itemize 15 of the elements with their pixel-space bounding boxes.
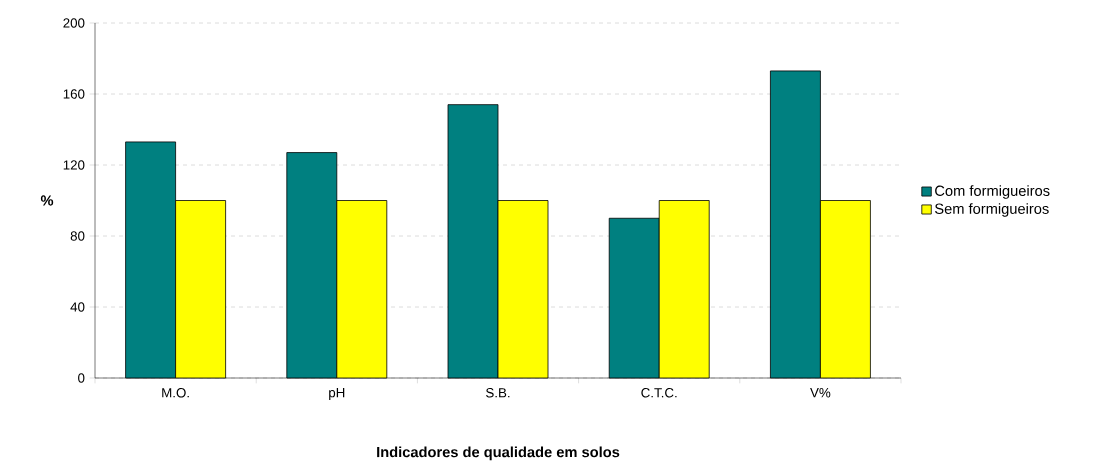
x-tick-label: pH <box>329 388 345 400</box>
x-tick-label: M.O. <box>162 388 189 398</box>
x-tick-label: V% <box>810 388 831 398</box>
y-tick-label: 40 <box>70 302 85 312</box>
y-tick-label: 0 <box>78 373 85 383</box>
x-tick-label: C.T.C. <box>641 388 677 398</box>
y-tick-label: 120 <box>63 160 85 170</box>
y-tick-label: 80 <box>70 231 85 241</box>
y-axis-title: % <box>40 195 54 206</box>
legend-label: Com formigueiros <box>935 185 1050 199</box>
y-tick-label: 160 <box>63 89 85 99</box>
y-tick-label: 200 <box>63 18 85 28</box>
x-axis-title: Indicadores de qualidade em solos <box>377 446 620 461</box>
legend-label: Sem formigueiros <box>935 203 1049 217</box>
x-tick-label: S.B. <box>486 388 510 398</box>
